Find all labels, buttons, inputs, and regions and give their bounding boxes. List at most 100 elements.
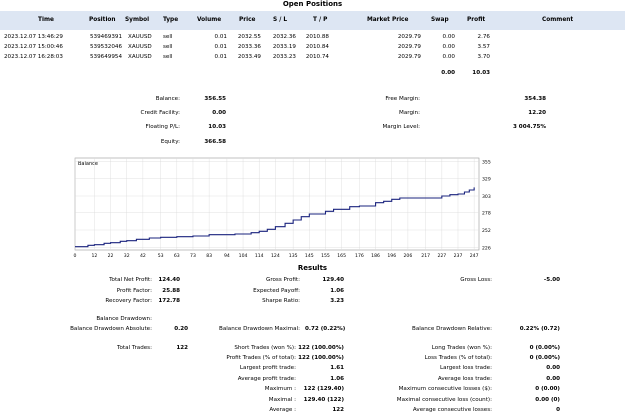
x-tick-label: 32 (124, 253, 130, 259)
y-tick-label: 226 (482, 245, 491, 251)
x-tick-label: 0 (74, 253, 77, 259)
page-title: Open Positions (282, 0, 343, 8)
cell-price: 2033.49 (237, 54, 261, 60)
maximal-consec-loss-value: 0.00 (0) (535, 397, 560, 403)
total-net-profit-value: 124.40 (158, 277, 180, 283)
credit-value: 0.00 (212, 110, 226, 116)
x-tick-label: 104 (239, 253, 248, 259)
cell-profit: 3.57 (477, 44, 490, 50)
col-price: Price (239, 17, 256, 23)
max-consec-wins-value: 122 (129.40) (303, 386, 344, 392)
avg-profit-label: Average profit trade: (237, 376, 296, 382)
cell-price: 2033.36 (237, 44, 261, 50)
total-trades-value: 122 (176, 345, 188, 351)
cell-position: 539649954 (90, 54, 123, 60)
floating-value: 10.03 (208, 124, 226, 130)
cell-sl: 2032.36 (272, 34, 296, 40)
x-tick-label: 124 (271, 253, 280, 259)
credit-label: Credit Facility: (140, 110, 180, 116)
chart-title: Balance (78, 161, 98, 167)
profit-factor-label: Profit Factor: (116, 288, 152, 294)
cell-time: 2023.12.07 13:46:29 (4, 34, 63, 40)
y-tick-label: 252 (482, 228, 491, 234)
equity-label: Equity: (160, 139, 180, 145)
profit-trades-value: 122 (100.00%) (298, 355, 344, 361)
largest-profit-label: Largest profit trade: (239, 365, 296, 371)
col-tp: T / P (313, 17, 328, 23)
cell-profit: 3.70 (477, 54, 490, 60)
recovery-factor-value: 172.78 (158, 298, 180, 304)
bal-dd-rel-label: Balance Drawdown Relative: (411, 326, 492, 332)
cell-type: sell (163, 44, 173, 50)
free-margin-value: 354.38 (524, 96, 546, 102)
cell-position: 539532046 (90, 44, 123, 50)
cell-market: 2029.79 (397, 44, 421, 50)
balance-chart: Balance 0 12 22 32 42 53 63 73 83 94 104 114 124 135 1… (74, 157, 491, 259)
loss-trades-label: Loss Trades (% of total): (424, 355, 492, 361)
maximal-label: Maximal : (268, 397, 296, 403)
results-title: Results (297, 264, 328, 272)
cell-swap: 0.00 (442, 44, 455, 50)
balance-drawdown-label: Balance Drawdown: (96, 316, 152, 322)
avg-profit-value: 1.06 (330, 376, 344, 382)
profit-factor-value: 25.88 (162, 288, 180, 294)
x-tick-label: 227 (437, 253, 446, 259)
x-tick-label: 42 (140, 253, 146, 259)
x-tick-label: 186 (371, 253, 380, 259)
margin-level-label: Margin Level: (382, 124, 420, 130)
largest-loss-label: Largest loss trade: (439, 365, 492, 371)
x-tick-label: 63 (174, 253, 180, 259)
margin-value: 12.20 (528, 110, 546, 116)
equity-value: 366.58 (204, 139, 226, 145)
cell-market: 2029.79 (397, 34, 421, 40)
x-tick-label: 196 (387, 253, 396, 259)
y-tick-label: 355 (482, 159, 491, 165)
margin-level-value: 3 004.75% (512, 124, 546, 130)
max-consec-losses-label: Maximum consecutive losses ($): (398, 386, 492, 392)
cell-position: 539469391 (90, 34, 123, 40)
cell-sl: 2033.23 (272, 54, 296, 60)
avg-loss-value: 0.00 (546, 376, 560, 382)
bal-dd-max-label: Balance Drawdown Maximal: (218, 326, 300, 332)
cell-symbol: XAUUSD (128, 34, 152, 40)
expected-payoff-value: 1.06 (330, 288, 344, 294)
x-tick-label: 135 (289, 253, 298, 259)
sharpe-value: 3.23 (330, 298, 344, 304)
loss-trades-value: 0 (0.00%) (529, 355, 560, 361)
max-consec-losses-value: 0 (0.00) (535, 386, 560, 392)
x-tick-label: 206 (404, 253, 413, 259)
free-margin-label: Free Margin: (385, 96, 420, 102)
x-tick-label: 53 (158, 253, 164, 259)
y-tick-label: 329 (482, 177, 491, 183)
x-tick-label: 176 (355, 253, 364, 259)
x-tick-label: 155 (321, 253, 330, 259)
x-tick-label: 22 (108, 253, 114, 259)
x-tick-label: 237 (454, 253, 463, 259)
bal-dd-rel-value: 0.22% (0.72) (519, 326, 560, 332)
col-sl: S / L (273, 17, 288, 23)
x-tick-label: 217 (421, 253, 430, 259)
cell-symbol: XAUUSD (128, 44, 152, 50)
positions-table-header: Time Position Symbol Type Volume Price S… (0, 11, 625, 30)
average-label: Average : (269, 407, 296, 413)
cell-type: sell (163, 54, 173, 60)
avg-loss-label: Average loss trade: (437, 376, 492, 382)
y-tick-label: 303 (482, 194, 491, 200)
cell-volume: 0.01 (214, 44, 227, 50)
col-type: Type (163, 17, 179, 23)
cell-volume: 0.01 (214, 34, 227, 40)
cell-time: 2023.12.07 16:28:03 (4, 54, 63, 60)
total-net-profit-label: Total Net Profit: (109, 277, 152, 283)
gross-profit-label: Gross Profit: (265, 277, 300, 283)
sharpe-label: Sharpe Ratio: (262, 298, 300, 304)
cell-type: sell (163, 34, 173, 40)
col-time: Time (38, 17, 54, 23)
x-tick-label: 165 (337, 253, 346, 259)
long-trades-value: 0 (0.00%) (529, 345, 560, 351)
cell-volume: 0.01 (214, 54, 227, 60)
col-volume: Volume (197, 17, 222, 23)
bal-dd-max-value: 0.72 (0.22%) (305, 326, 346, 332)
bal-dd-abs-label: Balance Drawdown Absolute: (70, 326, 152, 332)
recovery-factor-label: Recovery Factor: (105, 298, 152, 304)
short-trades-label: Short Trades (won %): (234, 345, 296, 351)
